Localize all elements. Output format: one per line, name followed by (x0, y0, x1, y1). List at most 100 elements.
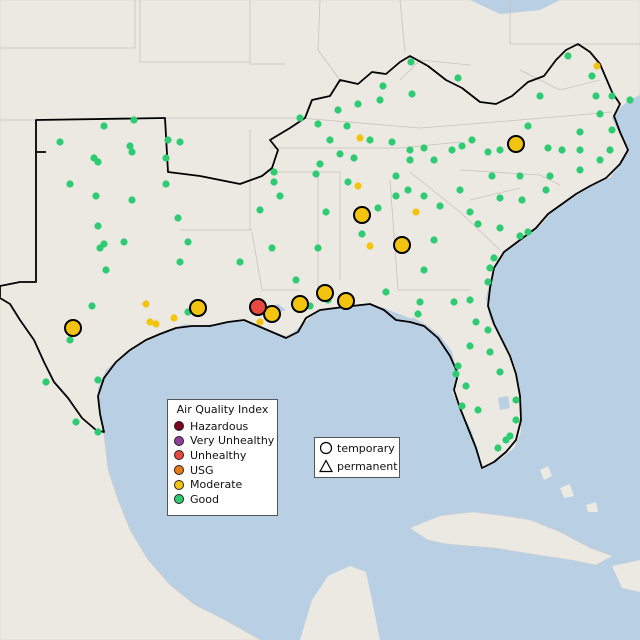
good-monitor-marker[interactable] (496, 224, 504, 232)
good-monitor-marker[interactable] (518, 196, 526, 204)
moderate-monitor-marker[interactable] (152, 320, 160, 328)
good-monitor-marker[interactable] (316, 160, 324, 168)
moderate-temporary-monitor[interactable] (64, 319, 82, 337)
good-monitor-marker[interactable] (404, 186, 412, 194)
good-monitor-marker[interactable] (474, 406, 482, 414)
good-monitor-marker[interactable] (94, 222, 102, 230)
good-monitor-marker[interactable] (406, 146, 414, 154)
good-monitor-marker[interactable] (72, 418, 80, 426)
good-monitor-marker[interactable] (606, 146, 614, 154)
good-monitor-marker[interactable] (486, 348, 494, 356)
good-monitor-marker[interactable] (292, 276, 300, 284)
good-monitor-marker[interactable] (546, 172, 554, 180)
good-monitor-marker[interactable] (392, 172, 400, 180)
good-monitor-marker[interactable] (456, 186, 464, 194)
good-monitor-marker[interactable] (488, 172, 496, 180)
good-monitor-marker[interactable] (96, 244, 104, 252)
good-monitor-marker[interactable] (484, 326, 492, 334)
good-monitor-marker[interactable] (128, 148, 136, 156)
good-monitor-marker[interactable] (596, 110, 604, 118)
good-monitor-marker[interactable] (524, 122, 532, 130)
good-monitor-marker[interactable] (496, 146, 504, 154)
good-monitor-marker[interactable] (576, 166, 584, 174)
good-monitor-marker[interactable] (466, 342, 474, 350)
good-monitor-marker[interactable] (176, 138, 184, 146)
good-monitor-marker[interactable] (102, 266, 110, 274)
good-monitor-marker[interactable] (128, 196, 136, 204)
good-monitor-marker[interactable] (94, 428, 102, 436)
good-monitor-marker[interactable] (564, 52, 572, 60)
good-monitor-marker[interactable] (358, 230, 366, 238)
good-monitor-marker[interactable] (420, 266, 428, 274)
unhealthy-temporary-monitor[interactable] (249, 298, 267, 316)
good-monitor-marker[interactable] (466, 208, 474, 216)
good-monitor-marker[interactable] (322, 208, 330, 216)
good-monitor-marker[interactable] (536, 92, 544, 100)
good-monitor-marker[interactable] (430, 236, 438, 244)
good-monitor-marker[interactable] (42, 378, 50, 386)
good-monitor-marker[interactable] (420, 192, 428, 200)
good-monitor-marker[interactable] (458, 142, 466, 150)
good-monitor-marker[interactable] (94, 158, 102, 166)
good-monitor-marker[interactable] (542, 186, 550, 194)
good-monitor-marker[interactable] (174, 214, 182, 222)
good-monitor-marker[interactable] (268, 244, 276, 252)
good-monitor-marker[interactable] (608, 92, 616, 100)
moderate-temporary-monitor[interactable] (316, 284, 334, 302)
good-monitor-marker[interactable] (256, 206, 264, 214)
good-monitor-marker[interactable] (454, 362, 462, 370)
moderate-monitor-marker[interactable] (356, 134, 364, 142)
good-monitor-marker[interactable] (512, 416, 520, 424)
good-monitor-marker[interactable] (576, 128, 584, 136)
good-monitor-marker[interactable] (496, 194, 504, 202)
good-monitor-marker[interactable] (350, 154, 358, 162)
good-monitor-marker[interactable] (314, 244, 322, 252)
good-monitor-marker[interactable] (388, 138, 396, 146)
good-monitor-marker[interactable] (592, 92, 600, 100)
good-monitor-marker[interactable] (408, 90, 416, 98)
good-monitor-marker[interactable] (354, 100, 362, 108)
good-monitor-marker[interactable] (314, 120, 322, 128)
good-monitor-marker[interactable] (312, 170, 320, 178)
moderate-monitor-marker[interactable] (593, 62, 601, 70)
good-monitor-marker[interactable] (576, 146, 584, 154)
good-monitor-marker[interactable] (484, 278, 492, 286)
good-monitor-marker[interactable] (164, 136, 172, 144)
good-monitor-marker[interactable] (56, 138, 64, 146)
good-monitor-marker[interactable] (416, 298, 424, 306)
good-monitor-marker[interactable] (392, 192, 400, 200)
good-monitor-marker[interactable] (466, 296, 474, 304)
good-monitor-marker[interactable] (270, 168, 278, 176)
moderate-temporary-monitor[interactable] (393, 236, 411, 254)
good-monitor-marker[interactable] (458, 402, 466, 410)
good-monitor-marker[interactable] (120, 238, 128, 246)
good-monitor-marker[interactable] (126, 142, 134, 150)
moderate-temporary-monitor[interactable] (507, 135, 525, 153)
good-monitor-marker[interactable] (88, 302, 96, 310)
moderate-temporary-monitor[interactable] (353, 206, 371, 224)
good-monitor-marker[interactable] (344, 178, 352, 186)
good-monitor-marker[interactable] (406, 156, 414, 164)
good-monitor-marker[interactable] (588, 72, 596, 80)
good-monitor-marker[interactable] (100, 122, 108, 130)
good-monitor-marker[interactable] (524, 228, 532, 236)
good-monitor-marker[interactable] (486, 264, 494, 272)
good-monitor-marker[interactable] (596, 156, 604, 164)
moderate-monitor-marker[interactable] (412, 208, 420, 216)
good-monitor-marker[interactable] (516, 232, 524, 240)
good-monitor-marker[interactable] (66, 336, 74, 344)
good-monitor-marker[interactable] (343, 122, 351, 130)
good-monitor-marker[interactable] (374, 204, 382, 212)
good-monitor-marker[interactable] (468, 136, 476, 144)
good-monitor-marker[interactable] (270, 178, 278, 186)
moderate-temporary-monitor[interactable] (291, 295, 309, 313)
good-monitor-marker[interactable] (472, 318, 480, 326)
good-monitor-marker[interactable] (162, 154, 170, 162)
good-monitor-marker[interactable] (414, 310, 422, 318)
good-monitor-marker[interactable] (484, 148, 492, 156)
good-monitor-marker[interactable] (366, 136, 374, 144)
good-monitor-marker[interactable] (452, 370, 460, 378)
good-monitor-marker[interactable] (502, 436, 510, 444)
moderate-monitor-marker[interactable] (366, 242, 374, 250)
